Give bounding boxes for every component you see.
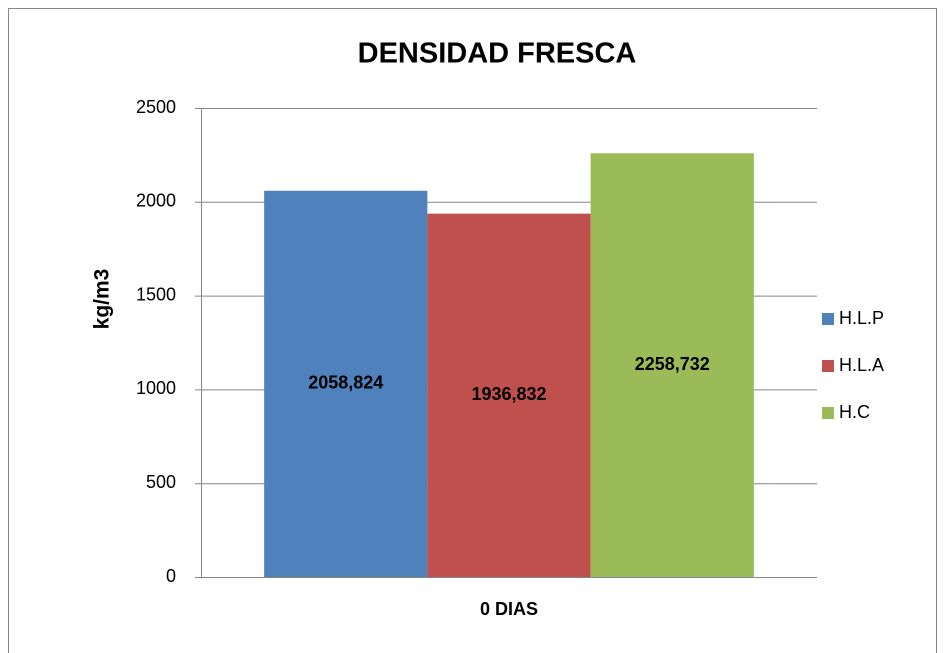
bar bbox=[427, 213, 591, 577]
data-label: 1936,832 bbox=[471, 384, 546, 404]
legend-swatch bbox=[822, 360, 834, 372]
x-tick-label: 0 DIAS bbox=[480, 599, 538, 619]
data-label: 2058,824 bbox=[308, 373, 383, 393]
y-tick-label: 2000 bbox=[136, 191, 176, 211]
legend-swatch bbox=[822, 407, 834, 419]
y-tick-label: 1500 bbox=[136, 284, 176, 304]
legend-swatch bbox=[822, 313, 834, 325]
y-tick-label: 500 bbox=[146, 472, 176, 492]
data-label: 2258,732 bbox=[635, 354, 710, 374]
y-tick-label: 0 bbox=[166, 566, 176, 586]
legend-label: H.L.A bbox=[839, 355, 884, 375]
legend-label: H.L.P bbox=[839, 308, 884, 328]
chart-title: DENSIDAD FRESCA bbox=[358, 38, 637, 70]
legend-label: H.C bbox=[839, 402, 870, 422]
bar bbox=[590, 153, 754, 577]
bar bbox=[264, 190, 428, 577]
y-axis-title: kg/m3 bbox=[91, 269, 114, 330]
y-tick-label: 2500 bbox=[136, 97, 176, 117]
y-tick-label: 1000 bbox=[136, 378, 176, 398]
